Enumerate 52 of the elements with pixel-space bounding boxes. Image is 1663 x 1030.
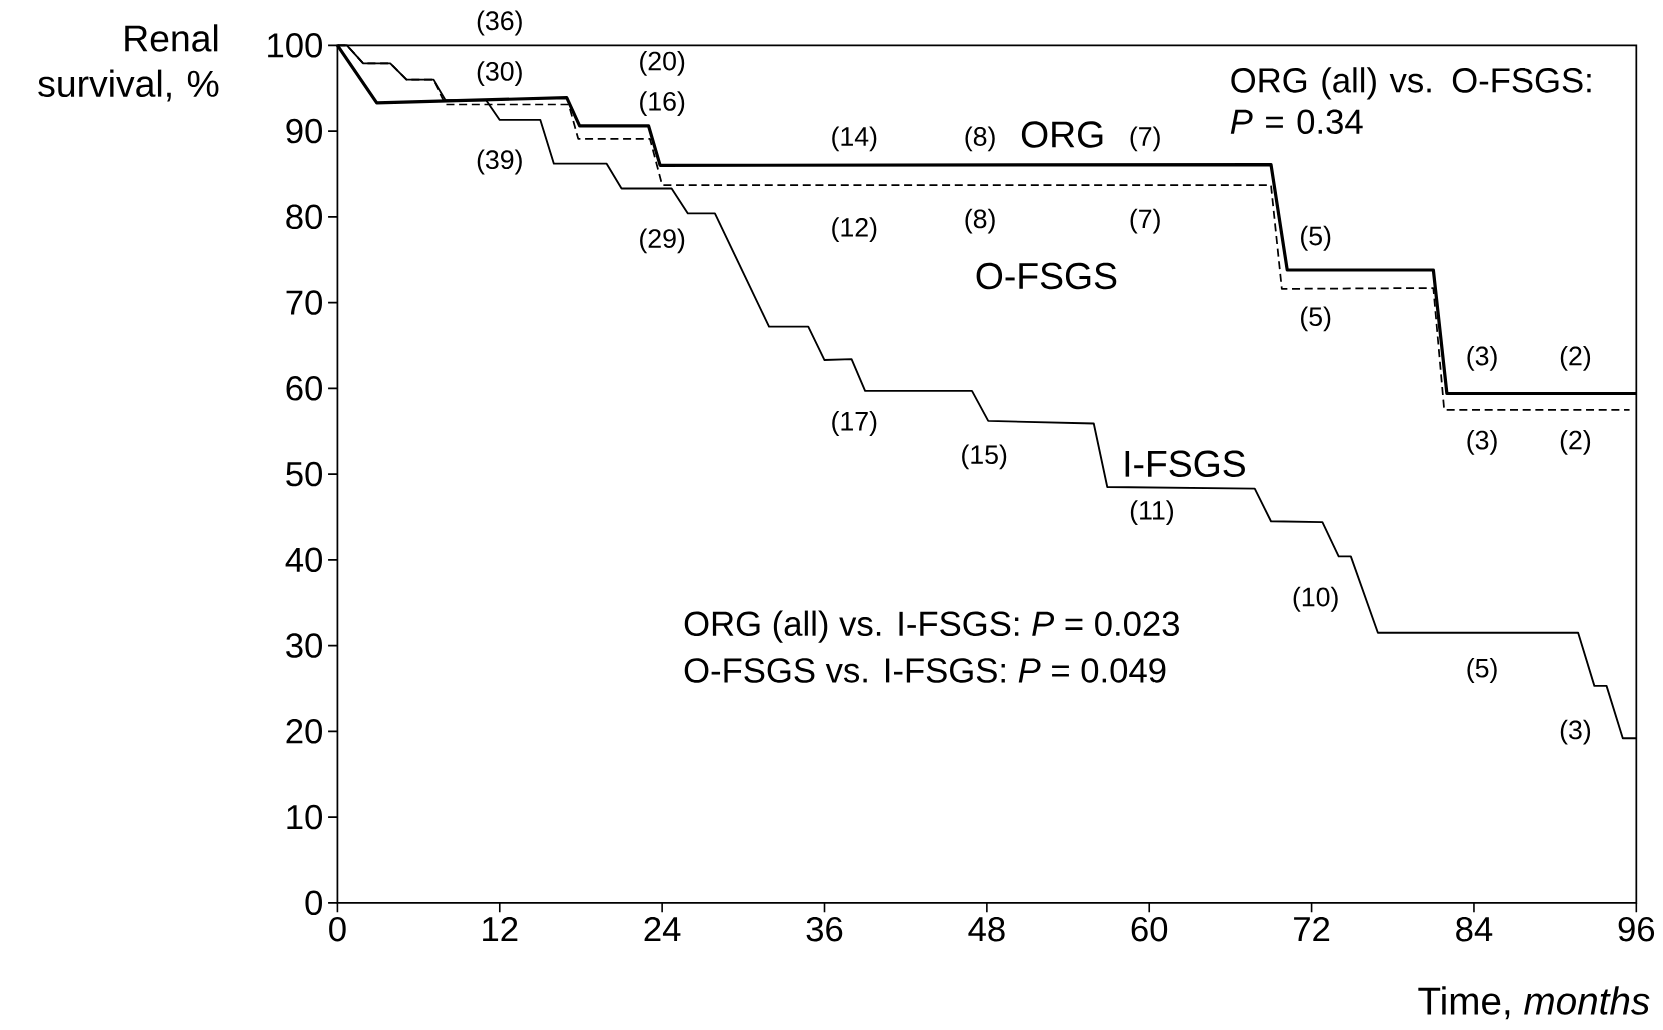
series-label: ORG — [1021, 121, 1103, 148]
y-tick-label: 40 — [285, 547, 322, 573]
annotation: (7) — [1130, 208, 1160, 234]
annotation: O-FSGS vs. I-FSGS: P = 0.049 — [684, 658, 1166, 683]
y-tick-label: 30 — [286, 633, 322, 659]
annotation: (14) — [832, 126, 877, 152]
y-tick-label: 0 — [305, 890, 322, 916]
y-tick-label: 20 — [286, 719, 322, 744]
annotation: (5) — [1467, 658, 1497, 684]
text: (36) — [477, 10, 522, 36]
x-tick-label: 36 — [806, 917, 843, 942]
annotation: (16) — [640, 91, 685, 117]
x-tick-label: 96 — [1618, 917, 1655, 942]
text: O-FSGS — [976, 263, 1117, 290]
y-tick-label: 90 — [286, 119, 322, 144]
x-axis-title: Time, months — [1418, 986, 1650, 1020]
annotation: (15) — [962, 444, 1007, 470]
annotation: (39) — [477, 149, 522, 175]
annotation: (17) — [832, 411, 877, 437]
annotation: (3) — [1467, 346, 1497, 371]
series-label: I-FSGS — [1125, 450, 1245, 478]
y-tick-label: 50 — [286, 462, 322, 487]
annotation: (8) — [965, 126, 995, 152]
annotation: (8) — [965, 208, 995, 234]
annotation: (12) — [832, 217, 877, 243]
y-tick-label: 80 — [286, 204, 322, 230]
y-tick-label: 60 — [286, 376, 322, 401]
annotation: (11) — [1130, 500, 1174, 526]
annotation: ORG (all) vs. O-FSGS: P = 0.34 — [1230, 67, 1591, 135]
annotation: (10) — [1293, 587, 1338, 612]
annotation: (2) — [1560, 430, 1591, 456]
annotation: (3) — [1560, 720, 1591, 745]
annotation: (2) — [1560, 346, 1591, 371]
annotation: (3) — [1467, 430, 1497, 456]
annotation: (5) — [1301, 226, 1331, 251]
y-axis-title: Renal survival, % — [38, 24, 219, 102]
x-tick-label: 48 — [968, 917, 1005, 942]
y-tick-label: 100 — [268, 33, 322, 58]
x-tick-label: 12 — [483, 917, 518, 942]
x-tick-label: 60 — [1131, 917, 1168, 942]
annotation: (29) — [640, 228, 685, 254]
x-tick-label: 0 — [329, 917, 346, 942]
annotation: (30) — [477, 61, 522, 87]
annotation: (7) — [1130, 126, 1160, 152]
annotation: (20) — [640, 51, 685, 76]
y-tick-label: 10 — [287, 805, 322, 830]
annotation: (5) — [1301, 306, 1331, 332]
x-tick-label: 72 — [1294, 917, 1330, 942]
x-tick-label: 84 — [1456, 917, 1493, 942]
y-tick-label: 70 — [286, 290, 322, 316]
x-tick-label: 24 — [644, 917, 681, 942]
annotation: ORG (all) vs. I-FSGS: P = 0.023 — [684, 610, 1179, 644]
